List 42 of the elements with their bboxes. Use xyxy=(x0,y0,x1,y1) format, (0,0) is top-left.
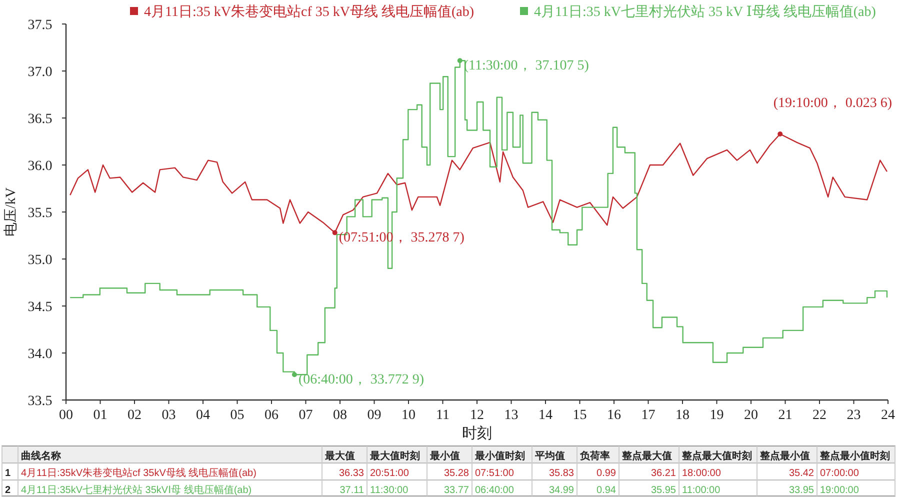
x-tick-label: 12 xyxy=(470,408,484,423)
y-tick-label: 36.5 xyxy=(28,112,52,127)
x-tick-label: 13 xyxy=(504,408,518,423)
x-tick-label: 19 xyxy=(710,408,724,423)
x-tick-label: 22 xyxy=(812,408,826,423)
x-tick-label: 11 xyxy=(436,408,450,423)
point xyxy=(292,372,297,378)
y-tick-label: 37.5 xyxy=(28,18,52,33)
y-tick-label: 34.0 xyxy=(28,347,52,362)
x-tick-label: 18 xyxy=(676,408,690,423)
x-tick-label: 23 xyxy=(846,408,861,423)
x-tick-label: 20 xyxy=(744,408,758,423)
x-axis-title: 时刻 xyxy=(462,425,492,442)
x-tick-label: 02 xyxy=(128,408,142,423)
x-tick-label: 06 xyxy=(264,408,278,423)
x-tick-label: 14 xyxy=(538,408,552,423)
x-tick-label: 03 xyxy=(162,408,176,423)
y-tick-label: 35.5 xyxy=(28,206,52,221)
x-tick-label: 09 xyxy=(367,408,382,423)
y-tick-label: 36.0 xyxy=(28,159,52,174)
x-tick-label: 10 xyxy=(402,408,416,423)
x-tick-label: 21 xyxy=(778,408,792,423)
y-tick-label: 33.5 xyxy=(28,394,52,409)
x-tick-label: 05 xyxy=(230,408,244,423)
x-tick-label: 00 xyxy=(59,408,73,423)
x-tick-label: 01 xyxy=(93,408,108,423)
y-tick-label: 37.0 xyxy=(28,65,52,80)
y-tick-label: 34.5 xyxy=(28,300,52,315)
annotation: (19:10:00， 0.023 6) xyxy=(773,96,892,111)
y-tick-label: 35.0 xyxy=(28,253,52,268)
x-tick-label: 08 xyxy=(333,408,347,423)
point xyxy=(457,58,462,64)
x-tick-label: 16 xyxy=(607,408,621,423)
y-axis-title: 电压/kV xyxy=(3,188,19,236)
x-tick-label: 04 xyxy=(196,408,210,423)
annotation: (11:30:00， 37.107 5) xyxy=(464,58,590,74)
annotation: (06:40:00， 33.772 9) xyxy=(298,372,424,388)
x-tick-label: 15 xyxy=(572,408,587,423)
x-tick-label: 17 xyxy=(641,408,656,423)
table: 曲线名称 最大值 最大值时刻 最小值 最小值时刻 平均值 负荷率 整点最大值 整点最大值时刻 整点最小值 整点最小值时刻 1 4月11日:35kV朱巷变电站cf 35kV母线 线电压幅值(ab) 36.33 20:51:00 35.28 07:51:00 35.83 0.99 36.21 18:00:00 35.42 07:00:00 2 4月11日:35kV七里村光伏站 35kVⅠ母 线电压幅值(ab) 37.11 11:30:00 33.77 06:40:00 34.99 0.94 35.95 11:00:00 33.95 19:00:00 xyxy=(2,446,896,496)
x-tick-label: 07 xyxy=(298,408,313,423)
x-tick-label: 24 xyxy=(881,408,895,423)
